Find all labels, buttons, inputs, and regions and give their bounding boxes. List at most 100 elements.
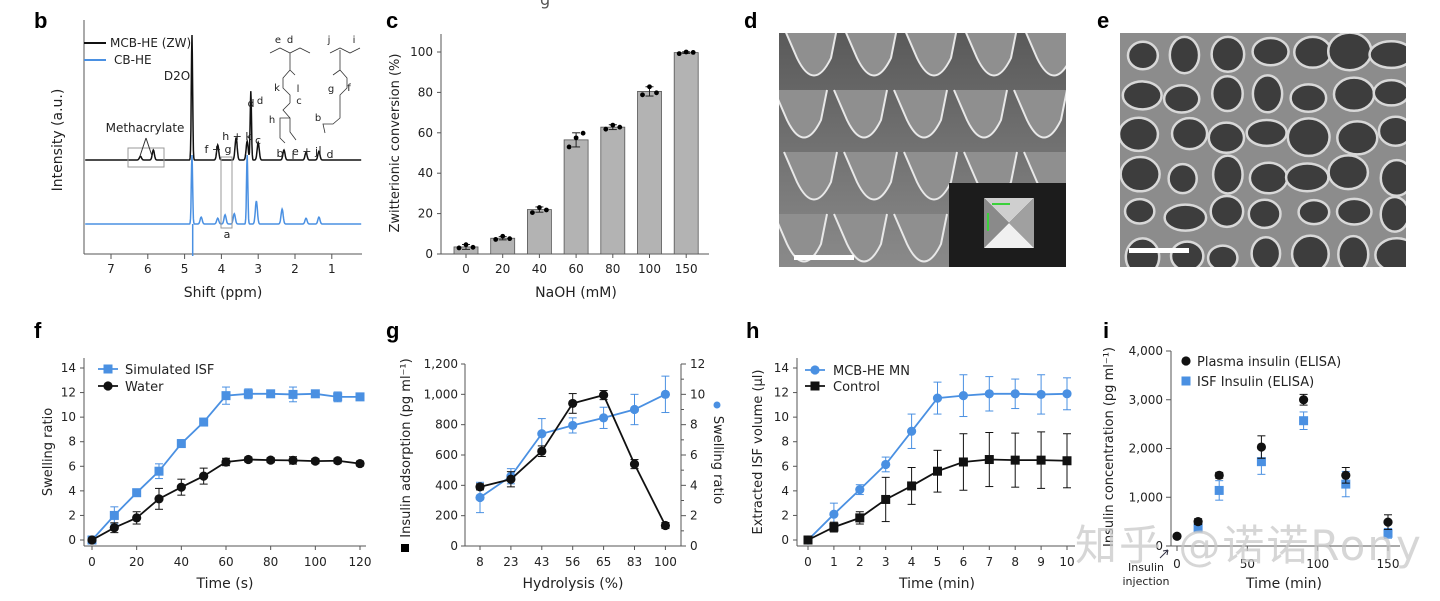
- data-point: [1062, 389, 1072, 399]
- data-point: [599, 413, 609, 423]
- annotation-c: c: [255, 134, 261, 147]
- data-point: [1172, 531, 1182, 541]
- legend-label-mcb: MCB-HE (ZW): [110, 36, 191, 50]
- pore: [1374, 237, 1406, 267]
- pore: [1209, 194, 1245, 229]
- bar: [637, 90, 662, 255]
- microneedle: [893, 213, 948, 263]
- annotation-i: i: [291, 149, 294, 162]
- data-point: [132, 488, 142, 498]
- data-point: [176, 482, 186, 492]
- series-insulin-adsorption: [475, 390, 671, 531]
- data-point: [199, 471, 209, 481]
- panel-letter-g: g: [386, 318, 400, 343]
- x-axis-label: NaOH (mM): [535, 285, 617, 301]
- y-tick-label: 0: [425, 247, 433, 261]
- data-point: [629, 404, 640, 415]
- x-tick-label: 20: [495, 262, 510, 276]
- data-point: [1214, 470, 1224, 480]
- y2-tick-label: 4: [690, 478, 698, 492]
- replicate-point: [690, 50, 696, 55]
- data-point: [907, 481, 917, 491]
- y-tick-label: 8: [781, 435, 789, 449]
- panel-letter-d: d: [744, 8, 758, 33]
- data-point: [1193, 523, 1203, 533]
- y-tick-label: 800: [435, 418, 458, 432]
- pore: [1289, 83, 1328, 113]
- pore: [1245, 118, 1288, 148]
- replicate-point: [537, 205, 542, 210]
- data-point: [984, 389, 994, 399]
- replicate-point: [654, 90, 659, 96]
- pore: [1368, 39, 1406, 70]
- series-isf-insulin-elisa-: [1193, 411, 1393, 539]
- data-point: [829, 522, 839, 532]
- panel-letter-e: e: [1097, 8, 1110, 33]
- box-a: [220, 156, 233, 229]
- microneedle: [779, 213, 828, 263]
- x-tick-label: 80: [605, 262, 620, 276]
- data-point: [829, 509, 839, 519]
- data-point: [1010, 389, 1020, 399]
- pore: [1210, 35, 1246, 74]
- data-point: [333, 392, 343, 402]
- y-tick-label: 8: [68, 435, 76, 449]
- y2-tick-label: 10: [690, 387, 705, 401]
- structure-label: d: [287, 35, 293, 46]
- legend-marker: [810, 381, 820, 391]
- data-point: [506, 474, 516, 484]
- data-point: [1341, 479, 1351, 489]
- pore: [1290, 234, 1330, 267]
- pore: [1169, 240, 1205, 267]
- data-point: [933, 466, 942, 476]
- legend-marker-square: [401, 544, 409, 552]
- chart-c-bar: 0 20 40 60 80 100 0 20 40 60 80 100 150 NaOH (mM) Zwit…: [388, 34, 709, 301]
- data-point: [1193, 517, 1203, 527]
- panel-letter-i: i: [1103, 318, 1110, 343]
- data-point: [537, 429, 547, 439]
- x-tick-label: 0: [88, 555, 96, 569]
- legend-marker-circle: [713, 401, 721, 409]
- y-tick-label: 10: [774, 410, 789, 424]
- microneedle: [1025, 33, 1066, 77]
- y-tick-label: 200: [435, 509, 458, 523]
- data-point: [355, 392, 365, 402]
- data-point: [1036, 455, 1046, 465]
- data-point: [154, 494, 164, 504]
- data-point: [1341, 470, 1351, 480]
- pore: [1379, 195, 1406, 233]
- bar: [563, 139, 589, 255]
- legend-marker: [103, 364, 113, 374]
- microneedle: [833, 213, 888, 263]
- sem-porous-drawing: [1120, 33, 1406, 267]
- y-axis-label: Intensity (a.u.): [50, 89, 66, 192]
- structure-label: g: [328, 84, 334, 95]
- y-axis-label: Extracted ISF volume (µl): [751, 370, 766, 535]
- x-tick-label: 3: [882, 555, 890, 569]
- replicate-point: [603, 126, 609, 132]
- x-tick-label: 9: [1037, 555, 1045, 569]
- pore: [1372, 78, 1406, 107]
- legend-marker: [1181, 376, 1191, 386]
- replicate-point: [580, 130, 586, 136]
- chart-f-swelling: 0 2 4 6 8 10 12 14 0 20 40 60 80 100 120 Time (s) Swelli…: [41, 358, 371, 592]
- data-point: [266, 455, 276, 465]
- y2-tick-label: 6: [690, 448, 698, 462]
- annotation-f-g: f + g: [204, 143, 231, 156]
- structure-label: i: [353, 35, 356, 46]
- chart-i-insulin: 0 1,000 2,000 3,000 4,000 0 50 100 150 Time (min)…: [1102, 344, 1400, 592]
- x-tick-label: 40: [532, 262, 547, 276]
- x-tick-label: 60: [218, 555, 233, 569]
- pore: [1162, 84, 1201, 114]
- data-point: [932, 393, 943, 403]
- data-point: [355, 458, 365, 469]
- x-tick-label: 1: [328, 262, 336, 276]
- legend-marker: [103, 381, 113, 391]
- data-point: [109, 523, 119, 533]
- y-tick-label: 1,200: [424, 357, 458, 371]
- x-tick-label: 43: [534, 555, 549, 569]
- replicate-point: [683, 49, 689, 55]
- data-point: [310, 389, 320, 399]
- replicate-point: [566, 144, 572, 150]
- pore: [1170, 116, 1209, 151]
